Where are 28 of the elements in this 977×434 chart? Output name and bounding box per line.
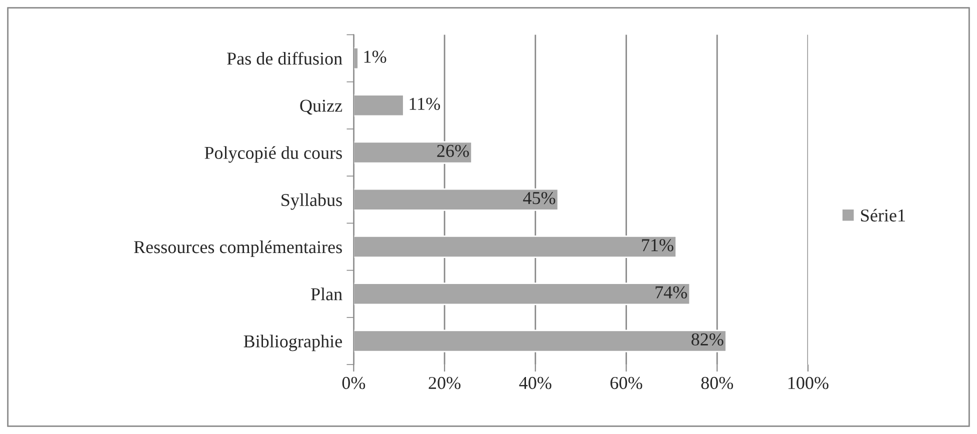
bar — [354, 46, 359, 70]
data-label: 45% — [523, 192, 556, 204]
y-tick-label: Ressources complémentaires — [134, 240, 342, 257]
data-label: 1% — [364, 50, 386, 63]
data-label: 82% — [692, 333, 724, 346]
y-tick-label: Quizz — [300, 100, 342, 115]
bar — [354, 235, 677, 258]
legend-label: Série1 — [861, 208, 905, 222]
x-tick-label: 60% — [610, 376, 642, 390]
x-tick-label: 40% — [519, 376, 552, 390]
bar — [354, 141, 472, 164]
x-tick-label: 20% — [428, 376, 460, 390]
x-tick-label: 0% — [342, 376, 366, 390]
data-label: 71% — [642, 239, 674, 252]
x-tick-label: 100% — [788, 376, 828, 390]
bar — [354, 188, 559, 211]
data-label: 11% — [410, 98, 440, 110]
bar — [354, 330, 727, 352]
data-label: 74% — [656, 286, 687, 298]
bar — [354, 282, 691, 306]
y-tick-label: Pas de diffusion — [227, 52, 342, 65]
bar — [354, 94, 404, 117]
y-tick-label: Bibliographie — [244, 334, 342, 352]
y-tick-label: Plan — [310, 288, 342, 300]
x-tick-label: 80% — [701, 376, 734, 390]
data-label: 26% — [437, 144, 469, 158]
y-tick-label: Syllabus — [282, 193, 342, 210]
y-tick-label: Polycopié du cours — [204, 146, 342, 163]
